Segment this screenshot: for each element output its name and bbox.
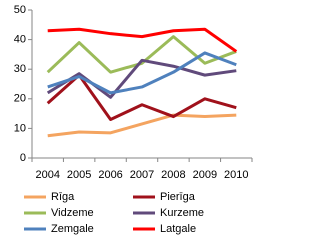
- series-line: [47, 27, 238, 53]
- y-tick-label: 30: [14, 63, 26, 75]
- y-tick-label: 0: [20, 152, 26, 164]
- series-line: [46, 35, 237, 74]
- legend-label: Rīga: [51, 191, 75, 203]
- series-line: [46, 58, 237, 99]
- series-line: [46, 73, 237, 122]
- x-tick-label: 2009: [193, 169, 217, 181]
- y-tick-label: 20: [14, 93, 26, 105]
- x-tick-label: 2005: [67, 169, 91, 181]
- x-tick-label: 2006: [98, 169, 122, 181]
- y-tick-label: 10: [14, 122, 26, 134]
- x-tick-label: 2008: [161, 169, 185, 181]
- chart: 0 10 20 30 40 50 2004 2005 2006 2007 2008 2009 2010 R…: [14, 4, 253, 235]
- legend-label: Pierīga: [160, 191, 196, 203]
- x-tick-label: 2004: [35, 169, 59, 181]
- legend-label: Vidzeme: [51, 207, 94, 219]
- series-line: [47, 51, 237, 95]
- legend-label: Latgale: [160, 223, 196, 235]
- y-tick-label: 40: [14, 34, 26, 46]
- x-tick-label: 2007: [130, 169, 154, 181]
- legend-label: Zemgale: [51, 223, 94, 235]
- y-tick-label: 50: [14, 4, 26, 16]
- series-line: [47, 113, 237, 138]
- legend-label: Kurzeme: [160, 207, 204, 219]
- x-tick-label: 2010: [224, 169, 248, 181]
